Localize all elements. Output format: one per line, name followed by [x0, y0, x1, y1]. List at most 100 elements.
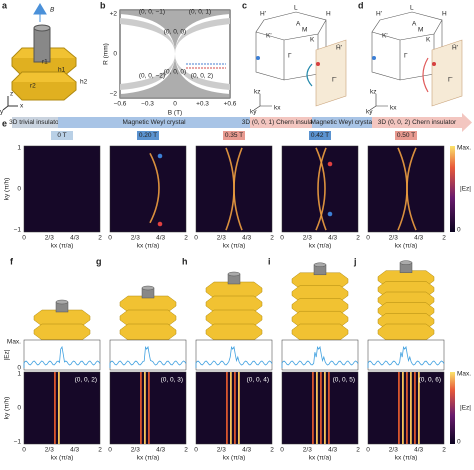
- x-axis-title: kx (π/a): [309, 243, 332, 250]
- region-label: (0, 0, 1): [189, 9, 211, 16]
- axis-label: kz: [370, 89, 377, 96]
- x-tick-label: 4/3: [156, 235, 165, 242]
- x-tick-label: 0: [22, 235, 26, 242]
- chern-label: (0, 0, 3): [161, 377, 183, 384]
- weyl-point: [327, 161, 333, 167]
- crystal-layer: [119, 295, 177, 313]
- point-label: H': [376, 11, 382, 18]
- x-tick-label: 2: [184, 447, 188, 454]
- x-axis-title: kx (π/a): [137, 243, 160, 250]
- point-label: M: [418, 27, 423, 34]
- panel-label: e: [2, 118, 7, 128]
- arc: [306, 63, 313, 87]
- x-tick-label: 2/3: [45, 235, 54, 242]
- pillar-top: [227, 271, 241, 277]
- region-label: (0, 0, −1): [139, 9, 165, 16]
- pillar-top: [141, 285, 155, 291]
- x-tick-label: 2/3: [303, 447, 312, 454]
- mode-curve: [149, 153, 160, 224]
- mode-band: [328, 372, 330, 444]
- crystal-layer: [291, 272, 349, 290]
- field-tag: [309, 131, 331, 140]
- crystal-layer: [377, 323, 435, 341]
- x-tick-label: 4/3: [70, 235, 79, 242]
- x-tick-label: 2/3: [131, 235, 140, 242]
- x-axis-title: kx (π/a): [223, 243, 246, 250]
- x-tick-label: 4/3: [70, 447, 79, 454]
- x-axis-title: kx (π/a): [51, 455, 74, 462]
- mode-band: [58, 372, 60, 444]
- dim-label: h2: [80, 79, 88, 86]
- x-tick-label: 2/3: [389, 447, 398, 454]
- point-label: K': [382, 33, 388, 40]
- x-axis-title: kx (π/a): [51, 243, 74, 250]
- x-tick-label: 2: [442, 235, 446, 242]
- panel-label: d: [358, 0, 364, 10]
- point-label: H': [260, 11, 266, 18]
- crystal-layer: [291, 323, 349, 341]
- colorbar-title: |Ez|: [460, 186, 471, 193]
- x-tick-label: 4/3: [328, 447, 337, 454]
- x-tick-label: 2/3: [217, 447, 226, 454]
- phase-label: Magnetic Weyl crystal: [122, 119, 186, 126]
- field-label: 0.35 T: [225, 132, 243, 139]
- brillouin-zone: [371, 11, 443, 81]
- y-axis-title: ky (π/h): [4, 397, 11, 420]
- x-tick-label: 2/3: [217, 235, 226, 242]
- point-label: K: [310, 37, 315, 44]
- point-label: M: [302, 27, 307, 34]
- point-label: Γ: [404, 53, 408, 60]
- x-tick-label: 0: [366, 235, 370, 242]
- axis-label: y: [0, 109, 4, 116]
- x-tick-label: 4/3: [242, 447, 251, 454]
- colorbar-title: |Ez|: [460, 405, 471, 412]
- x-tick-label: 4/3: [328, 235, 337, 242]
- mode-band: [148, 372, 150, 444]
- y-tick-label: −1: [14, 439, 22, 446]
- x-axis-title: kx (π/a): [223, 455, 246, 462]
- phase-segment: [312, 117, 372, 128]
- point-label: L: [410, 5, 414, 12]
- x-tick-label: 2: [270, 235, 274, 242]
- field-tag: [395, 131, 417, 140]
- mode-curve: [317, 147, 327, 231]
- line-plot-frame: [23, 339, 101, 371]
- colorbar-tick: 0: [457, 439, 461, 446]
- x-axis-title: kx (π/a): [395, 243, 418, 250]
- dim-label: r1: [42, 59, 48, 66]
- point-label: L: [294, 5, 298, 12]
- surface-plane: [315, 39, 347, 107]
- phase-label: 3D (0, 0, 2) Chern insulator: [378, 119, 457, 126]
- crystal-layer: [291, 310, 349, 328]
- x-tick-label: 0: [280, 447, 284, 454]
- y-tick-label: 0: [17, 405, 21, 412]
- mode-band: [414, 372, 416, 444]
- line-plot: [109, 345, 187, 368]
- crystal-layer: [205, 295, 263, 313]
- y-tick-label: −1: [14, 227, 22, 234]
- point-label: K': [266, 33, 272, 40]
- colorbar-tick: 0: [457, 227, 461, 234]
- field-label: B: [50, 7, 55, 14]
- axes-icon: [253, 94, 272, 111]
- mode-band: [398, 372, 400, 444]
- mode-band: [316, 372, 318, 444]
- x-tick-label: 0: [366, 447, 370, 454]
- dim-label: h1: [58, 67, 66, 74]
- x-axis-title: B (T): [168, 110, 182, 117]
- field-tag: [223, 131, 245, 140]
- x-tick-label: 0: [173, 101, 177, 108]
- dim-label: r2: [30, 83, 36, 90]
- point-label: K: [426, 37, 431, 44]
- axis-label: kz: [254, 89, 261, 96]
- x-tick-label: 4/3: [242, 235, 251, 242]
- region-label: (0, 0, −2): [139, 73, 165, 80]
- point-label: H: [326, 11, 331, 18]
- panel-label: j: [353, 256, 357, 266]
- mode-band: [234, 372, 236, 444]
- y-tick-label: 1: [17, 371, 21, 378]
- mode-band: [418, 372, 420, 444]
- region-label: (0, 0, 0): [164, 69, 186, 76]
- point-label: A: [296, 21, 301, 28]
- phase-label: 3D trivial insulator: [9, 119, 61, 126]
